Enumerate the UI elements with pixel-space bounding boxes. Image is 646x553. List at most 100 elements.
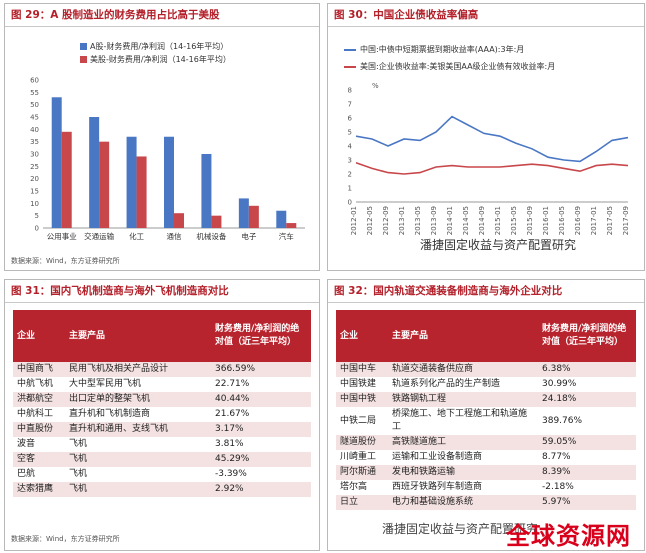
- fig31-product-cell: 飞机: [65, 452, 211, 467]
- fig30-legend-a-label: 中国:中债中短期票据到期收益率(AAA):3年:月: [360, 45, 525, 54]
- fig32-table-row: 阿尔斯通 发电和铁路运输 8.39%: [336, 465, 636, 480]
- fig31-product-cell: 直升机和飞机制造商: [69, 409, 151, 419]
- fig29-bar-us: [61, 131, 72, 228]
- fig29-y-tick-label: 50: [30, 101, 39, 109]
- fig29-bar-us: [248, 205, 259, 228]
- fig32-table-row: 中铁二局 桥梁施工、地下工程施工和轨道施工 389.76%: [336, 407, 636, 435]
- fig32-title: 图 32：国内轨道交通装备制造商与海外企业对比: [328, 280, 644, 303]
- fig32-table-row: 川崎重工 运输和工业设备制造商 8.77%: [336, 450, 636, 465]
- fig32-product-cell: 轨道交通装备供应商: [388, 362, 538, 377]
- fig30-x-tick-label: 2017-01: [590, 206, 598, 235]
- fig31-company-cell: 达索猎鹰: [13, 482, 65, 497]
- fig29-bar-a: [238, 198, 249, 228]
- fig30-y-tick-label: 3: [348, 157, 352, 165]
- fig30-x-tick-label: 2016-01: [542, 206, 550, 235]
- fig32-company-cell: 川崎重工: [340, 452, 377, 462]
- fig29-y-tick-label: 5: [35, 212, 39, 220]
- fig32-product-cell: 发电和铁路运输: [388, 465, 538, 480]
- fig29-bar-a: [164, 136, 174, 228]
- fig30-title: 图 30：中国企业债收益率偏高: [328, 4, 644, 27]
- fig31-ratio-cell: 45.29%: [211, 452, 311, 467]
- fig29-y-tick-label: 15: [30, 188, 39, 196]
- fig31-table-row: 中直股份 直升机和通用、支线飞机 3.17%: [13, 422, 311, 437]
- fig29-y-tick-label: 35: [30, 138, 39, 146]
- fig31-product-cell: 飞机: [69, 469, 88, 479]
- fig31-company-cell: 巴航: [17, 469, 36, 479]
- fig31-source: 数据来源：Wind，东方证券研究所: [11, 535, 120, 543]
- fig30-y-tick-label: 2: [348, 171, 352, 179]
- fig30-legend-a-line: [344, 48, 356, 51]
- fig31-table-row: 中航飞机 大中型军民用飞机 22.71%: [13, 377, 311, 392]
- fig30-y-tick-label: 8: [348, 87, 352, 95]
- fig31-table-row: 中国商飞 民用飞机及相关产品设计 366.59%: [13, 362, 311, 377]
- fig32-product-cell: 铁路钢轨工程: [388, 392, 538, 407]
- fig31-company-cell: 波音: [17, 439, 36, 449]
- fig31-company-cell: 中航飞机: [17, 379, 54, 389]
- fig32-table-row: 中国铁建 轨道系列化产品的生产制造 30.99%: [336, 377, 636, 392]
- fig31-header-product: 主要产品: [65, 310, 211, 362]
- fig31-table: 企业 主要产品 财务费用/净利润的绝对值（近三年平均） 中国商飞 民用飞机及相关产…: [13, 310, 311, 497]
- fig31-ratio-cell: 2.92%: [211, 482, 311, 497]
- fig31-company-cell: 洪都航空: [13, 392, 65, 407]
- fig32-ratio-cell: 8.77%: [542, 452, 571, 462]
- fig29-bar-a: [89, 117, 100, 228]
- fig29-y-tick-label: 45: [30, 114, 39, 122]
- fig32-company-cell: 中国中铁: [336, 392, 388, 407]
- fig30-legend-b: 美国:企业债收益率:美银美国AA级企业债有效收益率:月: [344, 61, 555, 72]
- fig32-table-row: 中国中铁 铁路钢轨工程 24.18%: [336, 392, 636, 407]
- fig29-title: 图 29：A 股制造业的财务费用占比高于美股: [5, 4, 319, 27]
- fig29-category-label: 机械设备: [196, 231, 226, 241]
- fig31-table-row: 空客 飞机 45.29%: [13, 452, 311, 467]
- fig29-y-tick-label: 60: [30, 77, 39, 85]
- fig30-series-line-us: [355, 162, 629, 175]
- fig32-product-cell: 电力和基础设施系统: [388, 495, 538, 510]
- fig31-product-cell: 飞机: [65, 482, 211, 497]
- fig31-table-row: 洪都航空 出口定单的整架飞机 40.44%: [13, 392, 311, 407]
- fig31-product-cell: 民用飞机及相关产品设计: [65, 362, 211, 377]
- fig29-bar-us: [211, 215, 222, 228]
- fig30-x-tick-label: 2013-05: [414, 206, 422, 235]
- fig29-legend-b: 美股-财务费用/净利润（14-16年平均）: [80, 54, 231, 65]
- fig31-ratio-cell: 3.17%: [211, 422, 311, 437]
- fig31-ratio-cell: 40.44%: [211, 392, 311, 407]
- fig30-series-line-china: [355, 115, 629, 163]
- fig29-source: 数据来源：Wind，东方证券研究所: [11, 257, 120, 265]
- fig30-x-tick-label: 2014-09: [478, 206, 486, 235]
- fig31-title: 图 31：国内飞机制造商与海外飞机制造商对比: [5, 280, 319, 303]
- fig30-x-tick-label: 2016-09: [574, 206, 582, 235]
- fig32-table-row: 日立 电力和基础设施系统 5.97%: [336, 495, 636, 510]
- fig32-ratio-cell: 6.38%: [538, 362, 636, 377]
- fig29-category-label: 电子: [241, 231, 256, 241]
- fig29-bar-us: [174, 213, 184, 228]
- fig31-company-cell: 空客: [13, 452, 65, 467]
- fig31-table-row: 中航科工 直升机和飞机制造商 21.67%: [13, 407, 311, 422]
- fig31-product-cell: 直升机和通用、支线飞机: [65, 422, 211, 437]
- fig32-header-row: 企业 主要产品 财务费用/净利润的绝对值（近三年平均）: [336, 310, 636, 362]
- fig30-x-tick-label: 2012-01: [350, 206, 358, 235]
- fig32-table-row: 中国中车 轨道交通装备供应商 6.38%: [336, 362, 636, 377]
- fig31-product-cell: 飞机: [69, 439, 88, 449]
- fig32-product-cell: 高铁隧道施工: [388, 435, 538, 450]
- fig32-ratio-cell: -2.18%: [542, 482, 574, 492]
- fig31-company-cell: 中航科工: [17, 409, 54, 419]
- fig32-company-cell: 隧道股份: [336, 435, 388, 450]
- fig30-x-tick-label: 2017-09: [622, 206, 630, 235]
- fig31-table-row: 巴航 飞机 -3.39%: [13, 467, 311, 482]
- fig32-brand-logo: 全球资源网: [506, 522, 631, 550]
- fig31-panel: 图 31：国内飞机制造商与海外飞机制造商对比 企业 主要产品 财务费用/净利润的…: [4, 279, 320, 551]
- fig32-watermark: 潘捷固定收益与资产配置研究: [382, 522, 539, 536]
- fig30-x-tick-label: 2012-09: [382, 206, 390, 235]
- fig32-company-cell: 中国中车: [336, 362, 388, 377]
- fig30-x-tick-label: 2015-01: [494, 206, 502, 235]
- fig29-y-tick-label: 55: [30, 89, 39, 97]
- fig32-product-cell: 运输和工业设备制造商: [392, 452, 483, 462]
- fig30-line-chart: % 0 1 2 3 4 5 6 7 8 2012-01 2012-05 2012-09 2013-01 20…: [348, 82, 630, 235]
- fig31-header-row: 企业 主要产品 财务费用/净利润的绝对值（近三年平均）: [13, 310, 311, 362]
- fig32-company-cell: 塔尔高: [340, 482, 368, 492]
- fig31-header-ratio: 财务费用/净利润的绝对值（近三年平均）: [211, 310, 311, 362]
- fig32-company-cell: 中铁二局: [340, 415, 377, 426]
- fig29-bar-a: [201, 154, 212, 228]
- fig29-bar-chart: 0 5 10 15 20 25 30 35 40 45 50 55 60 公用事业 交通运输 化工 通信 机械设备…: [30, 77, 305, 241]
- fig32-product-cell: 西班牙铁路列车制造商: [392, 482, 483, 492]
- fig29-category-label: 汽车: [279, 231, 294, 241]
